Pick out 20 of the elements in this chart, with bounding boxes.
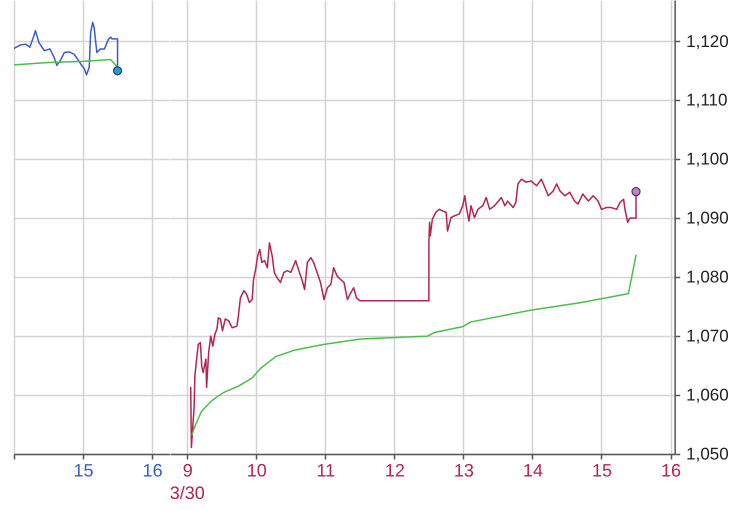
x-tick-label: 13: [454, 460, 474, 480]
x-tick-label: 15: [592, 460, 612, 480]
x-tick-label: 15: [74, 460, 94, 480]
y-tick-label: 1,050: [686, 444, 729, 464]
x-tick-label: 10: [246, 460, 267, 480]
x-tick-label: 16: [142, 460, 163, 480]
x-tick-label: 11: [316, 460, 336, 480]
line-series: [191, 254, 637, 436]
y-tick-label: 1,080: [686, 268, 729, 287]
y-tick-label: 1,100: [686, 150, 729, 169]
text: 3/30: [170, 483, 205, 503]
y-tick-label: 1,090: [686, 208, 729, 228]
y-tick-label: 1,120: [686, 32, 729, 51]
x-tick-label: 14: [522, 460, 543, 480]
y-tick-label: 1,110: [686, 90, 728, 110]
y-tick-label: 1,070: [686, 326, 729, 346]
x-tick-label: 16: [661, 460, 682, 480]
x-tick-label: 12: [384, 460, 405, 480]
y-tick-label: 1,060: [686, 386, 729, 405]
x-tick-label: 9: [182, 460, 193, 480]
